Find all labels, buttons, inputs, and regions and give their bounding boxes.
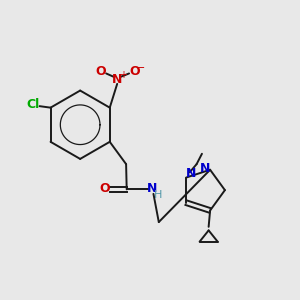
Text: N: N xyxy=(200,162,210,175)
Text: O: O xyxy=(95,65,106,79)
Text: N: N xyxy=(112,73,122,86)
Text: +: + xyxy=(118,70,127,80)
Text: N: N xyxy=(147,182,157,195)
Text: Cl: Cl xyxy=(26,98,39,111)
Text: O: O xyxy=(99,182,110,195)
Text: O: O xyxy=(129,65,140,79)
Text: N: N xyxy=(186,167,197,181)
Text: H: H xyxy=(154,190,163,200)
Text: −: − xyxy=(136,63,146,74)
